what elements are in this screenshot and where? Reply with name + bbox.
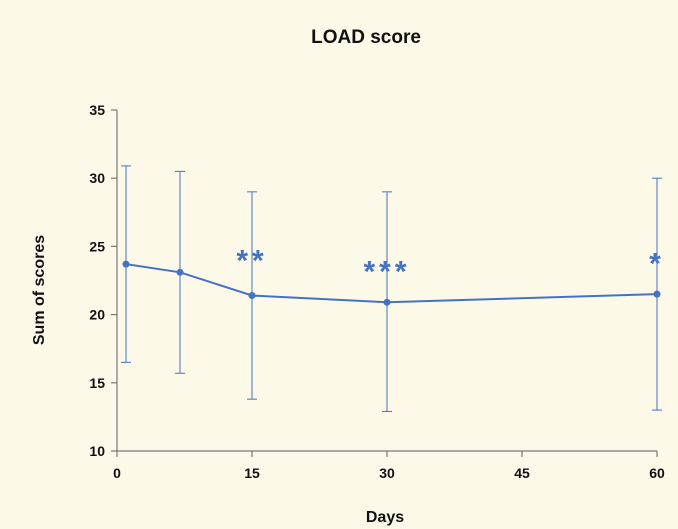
chart-title: LOAD score [311, 27, 421, 48]
significance-marker: *** [363, 256, 410, 289]
y-tick-label: 15 [89, 375, 105, 391]
x-tick-label: 30 [379, 465, 395, 481]
significance-marker: ** [236, 245, 267, 278]
y-tick-label: 35 [89, 102, 105, 118]
error-bars [121, 165, 662, 412]
data-point [176, 268, 184, 276]
x-tick-label: 45 [514, 465, 530, 481]
data-points [122, 260, 661, 306]
data-point [653, 290, 661, 298]
x-ticks: 0 15 30 45 60 [113, 451, 665, 481]
data-point [248, 292, 256, 300]
annotations: ** *** * [236, 245, 665, 289]
x-tick-label: 0 [113, 465, 121, 481]
y-tick-label: 25 [89, 238, 105, 254]
data-point [383, 298, 391, 306]
significance-marker: * [649, 247, 665, 280]
x-tick-label: 60 [649, 465, 665, 481]
x-tick-label: 15 [244, 465, 260, 481]
x-axis-label: Days [366, 509, 404, 526]
y-tick-label: 10 [89, 443, 105, 459]
y-tick-label: 30 [89, 170, 105, 186]
y-tick-label: 20 [89, 307, 105, 323]
y-axis-label: Sum of scores [31, 235, 48, 345]
y-ticks: 10 15 20 25 30 35 [89, 102, 117, 459]
data-point [122, 260, 130, 268]
